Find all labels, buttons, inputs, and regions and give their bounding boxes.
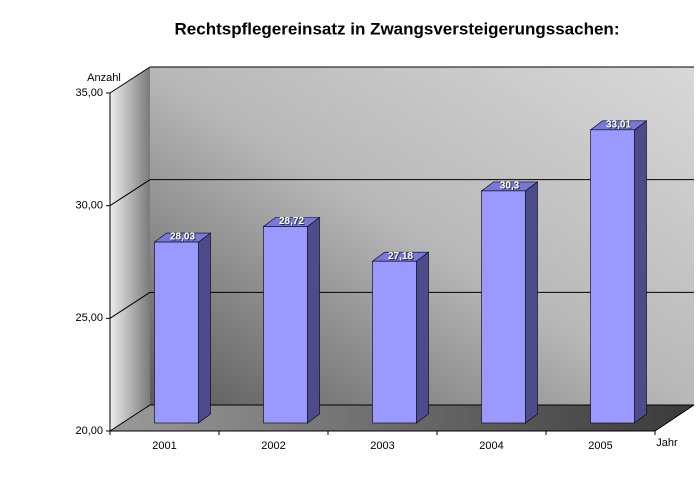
- bar-side: [307, 216, 320, 424]
- bar-side: [525, 181, 538, 424]
- floor-edge: [654, 404, 695, 432]
- grid-line: [109, 179, 151, 207]
- bar-side: [634, 120, 647, 424]
- x-axis-label: Jahr: [656, 437, 678, 449]
- bar-side: [198, 232, 211, 424]
- y-tick-label: 25,00: [75, 312, 103, 324]
- bar: [263, 226, 308, 424]
- value-label: 33,01: [606, 119, 631, 130]
- value-label-shadow: 28,03: [171, 233, 196, 244]
- value-label: 28,72: [279, 216, 304, 227]
- value-label-shadow: 33,01: [607, 120, 632, 131]
- bar: [481, 190, 526, 424]
- y-tick-label: 35,00: [75, 87, 103, 99]
- y-tick-label: 30,00: [75, 200, 103, 212]
- x-tick-label: 2005: [588, 440, 612, 452]
- value-label: 30,3: [500, 181, 520, 192]
- value-label: 27,18: [388, 251, 413, 262]
- bar-side: [416, 251, 429, 424]
- chart-title: Rechtspflegereinsatz in Zwangsversteiger…: [175, 19, 620, 38]
- x-tick-label: 2003: [370, 440, 394, 452]
- bar: [590, 129, 635, 424]
- value-label-shadow: 27,18: [389, 252, 414, 263]
- value-label-shadow: 30,3: [501, 182, 521, 193]
- y-tick-label: 20,00: [75, 425, 103, 437]
- value-label: 28,03: [170, 232, 195, 243]
- value-label-shadow: 28,72: [280, 217, 305, 228]
- x-tick-label: 2001: [152, 440, 176, 452]
- x-tick-label: 2002: [261, 440, 285, 452]
- y-axis-label: Anzahl: [87, 72, 121, 84]
- grid-line: [109, 66, 151, 94]
- bar: [154, 241, 199, 424]
- side-wall: [110, 67, 150, 431]
- grid-line: [109, 291, 151, 319]
- bar: [372, 260, 417, 424]
- x-tick-label: 2004: [479, 440, 503, 452]
- grid-line: [109, 404, 151, 432]
